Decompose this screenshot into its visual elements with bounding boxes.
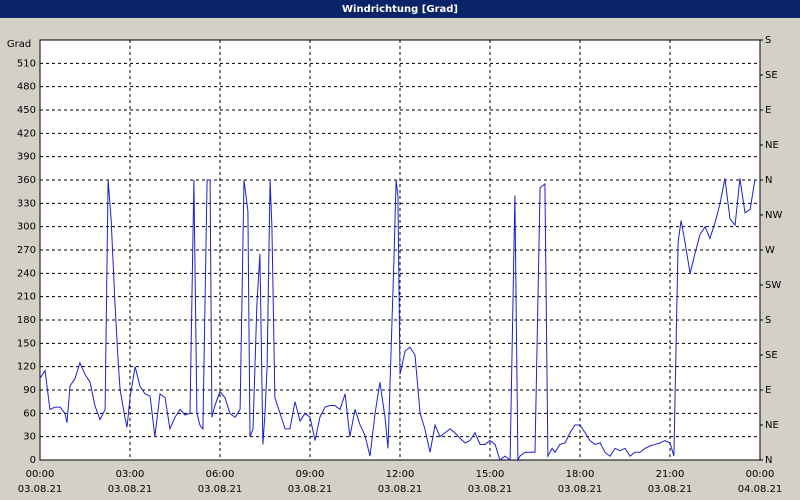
y2-tick-label: E bbox=[765, 105, 771, 116]
y-tick-label: 150 bbox=[17, 338, 36, 349]
y2-tick-label: SW bbox=[765, 280, 781, 291]
y2-tick-label: SE bbox=[765, 70, 778, 81]
y-tick-label: 330 bbox=[17, 198, 36, 209]
x-tick-date: 03.08.21 bbox=[18, 484, 63, 495]
x-tick-date: 03.08.21 bbox=[198, 484, 243, 495]
y-tick-label: 450 bbox=[17, 105, 36, 116]
y-tick-label: 420 bbox=[17, 128, 36, 139]
y2-tick-label: S bbox=[765, 315, 771, 326]
y-tick-label: 0 bbox=[30, 455, 36, 466]
x-tick-date: 04.08.21 bbox=[738, 484, 783, 495]
x-tick-label: 00:00 bbox=[26, 469, 55, 480]
y-tick-label: 300 bbox=[17, 222, 36, 233]
y2-tick-label: S bbox=[765, 35, 771, 46]
x-tick-date: 03.08.21 bbox=[378, 484, 423, 495]
y2-tick-label: NE bbox=[765, 140, 779, 151]
y2-tick-label: NW bbox=[765, 210, 782, 221]
y-tick-label: 210 bbox=[17, 292, 36, 303]
x-tick-date: 03.08.21 bbox=[468, 484, 513, 495]
y-tick-label: 120 bbox=[17, 362, 36, 373]
x-tick-label: 00:00 bbox=[746, 469, 775, 480]
y-tick-label: 270 bbox=[17, 245, 36, 256]
y-tick-label: 390 bbox=[17, 152, 36, 163]
x-tick-date: 03.08.21 bbox=[108, 484, 153, 495]
x-tick-label: 12:00 bbox=[386, 469, 415, 480]
y2-tick-label: E bbox=[765, 385, 771, 396]
y-tick-label: 90 bbox=[23, 385, 36, 396]
y2-tick-label: SE bbox=[765, 350, 778, 361]
x-tick-label: 18:00 bbox=[566, 469, 595, 480]
x-tick-date: 03.08.21 bbox=[288, 484, 333, 495]
y-axis-label: Grad bbox=[7, 39, 31, 50]
data-line bbox=[39, 178, 756, 462]
y-tick-label: 240 bbox=[17, 268, 36, 279]
x-tick-label: 06:00 bbox=[206, 469, 235, 480]
y-tick-label: 360 bbox=[17, 175, 36, 186]
y-tick-label: 480 bbox=[17, 82, 36, 93]
x-tick-date: 03.08.21 bbox=[648, 484, 693, 495]
y-tick-label: 510 bbox=[17, 58, 36, 69]
x-tick-label: 09:00 bbox=[296, 469, 325, 480]
y2-tick-label: N bbox=[765, 175, 772, 186]
y2-tick-label: NE bbox=[765, 420, 779, 431]
x-tick-label: 15:00 bbox=[476, 469, 505, 480]
x-tick-label: 03:00 bbox=[116, 469, 145, 480]
y-tick-label: 30 bbox=[23, 432, 36, 443]
y2-tick-label: N bbox=[765, 455, 772, 466]
y-tick-label: 180 bbox=[17, 315, 36, 326]
x-tick-label: 21:00 bbox=[656, 469, 685, 480]
y2-tick-label: W bbox=[765, 245, 775, 256]
y-tick-label: 60 bbox=[23, 408, 36, 419]
title-bar bbox=[0, 0, 800, 18]
chart-title: Windrichtung [Grad] bbox=[342, 4, 458, 15]
x-tick-date: 03.08.21 bbox=[558, 484, 603, 495]
